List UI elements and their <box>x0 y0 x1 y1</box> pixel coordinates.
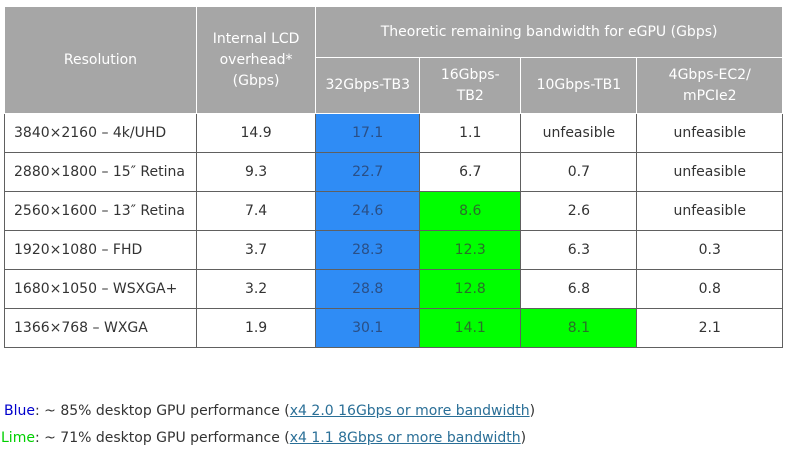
bandwidth-table: Resolution Internal LCD overhead* (Gbps)… <box>4 6 783 348</box>
cell-resolution: 1366×768 – WXGA <box>4 308 197 348</box>
cell-tb2: 1.1 <box>419 113 522 153</box>
header-lcd-overhead: Internal LCD overhead* (Gbps) <box>195 6 317 114</box>
table-row: 1366×768 – WXGA 1.9 30.1 14.1 8.1 2.1 <box>4 308 783 348</box>
legend-lime-close: ) <box>520 430 527 446</box>
cell-tb2: 12.8 <box>419 269 522 309</box>
header-ec2-line: 4Gbps-EC2/ <box>668 66 751 83</box>
header-resolution: Resolution <box>4 6 197 114</box>
legend-blue-key: Blue <box>4 403 35 419</box>
table-row: 3840×2160 – 4k/UHD 14.9 17.1 1.1 unfeasi… <box>4 113 783 153</box>
legend-blue-close: ) <box>529 403 536 419</box>
cell-tb2: 12.3 <box>419 230 522 270</box>
cell-ec2: 0.3 <box>636 230 783 270</box>
table-row: 1680×1050 – WSXGA+ 3.2 28.8 12.8 6.8 0.8 <box>4 269 783 309</box>
table-row: 1920×1080 – FHD 3.7 28.3 12.3 6.3 0.3 <box>4 230 783 270</box>
cell-tb1: 8.1 <box>520 308 638 348</box>
cell-ec2: unfeasible <box>636 113 783 153</box>
legend-lime: Lime: ~ 71% desktop GPU performance (x4 … <box>1 430 526 446</box>
header-tb3: 32Gbps-TB3 <box>315 57 421 114</box>
cell-resolution: 2880×1800 – 15″ Retina <box>4 152 197 192</box>
cell-tb3: 28.8 <box>315 269 421 309</box>
cell-resolution: 1680×1050 – WSXGA+ <box>4 269 197 309</box>
cell-tb3: 28.3 <box>315 230 421 270</box>
legend-lime-key: Lime <box>1 430 35 446</box>
cell-tb1: 0.7 <box>520 152 638 192</box>
legend-lime-link[interactable]: x4 1.1 8Gbps or more bandwidth <box>289 430 521 446</box>
header-ec2: 4Gbps-EC2/ mPCIe2 <box>636 57 783 114</box>
cell-tb2: 6.7 <box>419 152 522 192</box>
legend-blue: Blue: ~ 85% desktop GPU performance (x4 … <box>4 403 535 419</box>
cell-tb1: unfeasible <box>520 113 638 153</box>
cell-overhead: 3.7 <box>195 230 317 270</box>
header-tb2-line: 16Gbps- <box>440 66 500 83</box>
table-row: 2560×1600 – 13″ Retina 7.4 24.6 8.6 2.6 … <box>4 191 783 231</box>
cell-resolution: 3840×2160 – 4k/UHD <box>4 113 197 153</box>
cell-tb3: 24.6 <box>315 191 421 231</box>
cell-resolution: 1920×1080 – FHD <box>4 230 197 270</box>
header-tb2: 16Gbps- TB2 <box>419 57 522 114</box>
header-tb2-line: TB2 <box>456 87 484 104</box>
cell-tb3: 17.1 <box>315 113 421 153</box>
cell-tb2: 8.6 <box>419 191 522 231</box>
cell-resolution: 2560×1600 – 13″ Retina <box>4 191 197 231</box>
cell-tb1: 6.3 <box>520 230 638 270</box>
legend-blue-link[interactable]: x4 2.0 16Gbps or more bandwidth <box>289 403 530 419</box>
header-ec2-line: mPCIe2 <box>682 87 737 104</box>
cell-overhead: 3.2 <box>195 269 317 309</box>
cell-tb3: 30.1 <box>315 308 421 348</box>
table-row: 2880×1800 – 15″ Retina 9.3 22.7 6.7 0.7 … <box>4 152 783 192</box>
cell-tb3: 22.7 <box>315 152 421 192</box>
cell-ec2: unfeasible <box>636 191 783 231</box>
cell-ec2: unfeasible <box>636 152 783 192</box>
legend-lime-text: : ~ 71% desktop GPU performance ( <box>34 430 290 446</box>
cell-tb2: 14.1 <box>419 308 522 348</box>
cell-overhead: 1.9 <box>195 308 317 348</box>
cell-overhead: 9.3 <box>195 152 317 192</box>
cell-overhead: 7.4 <box>195 191 317 231</box>
header-lcd-overhead-line: (Gbps) <box>232 72 280 89</box>
cell-tb1: 6.8 <box>520 269 638 309</box>
cell-tb1: 2.6 <box>520 191 638 231</box>
header-lcd-overhead-line: overhead* <box>219 51 293 68</box>
cell-ec2: 0.8 <box>636 269 783 309</box>
cell-ec2: 2.1 <box>636 308 783 348</box>
legend-blue-text: : ~ 85% desktop GPU performance ( <box>34 403 290 419</box>
header-remaining-bandwidth: Theoretic remaining bandwidth for eGPU (… <box>315 6 783 58</box>
header-tb1: 10Gbps-TB1 <box>520 57 638 114</box>
cell-overhead: 14.9 <box>195 113 317 153</box>
header-lcd-overhead-line: Internal LCD <box>212 30 300 47</box>
